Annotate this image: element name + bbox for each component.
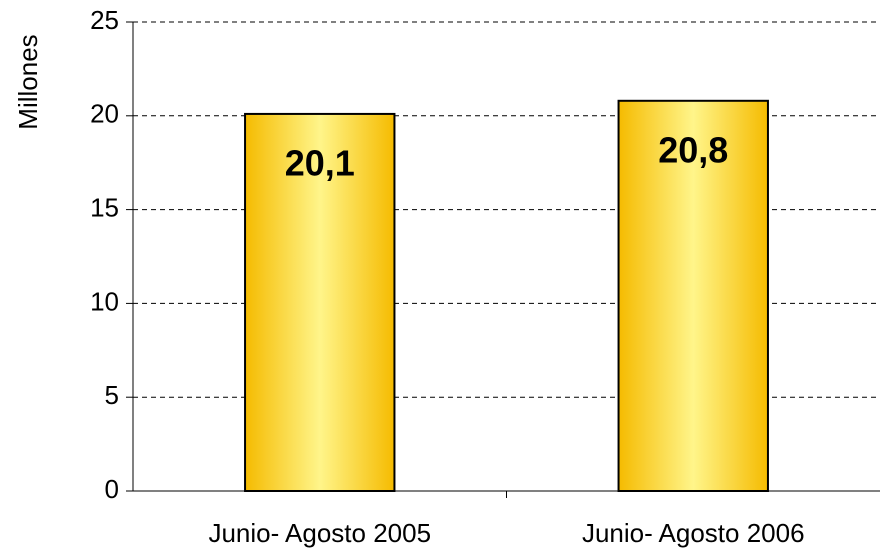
y-axis-label: Millones xyxy=(13,34,43,129)
x-tick-label: Junio- Agosto 2005 xyxy=(208,518,431,548)
bar xyxy=(617,99,769,493)
y-tick-label: 25 xyxy=(90,5,119,35)
y-tick-label: 15 xyxy=(90,192,119,222)
bar xyxy=(244,112,396,492)
x-tick-label: Junio- Agosto 2006 xyxy=(582,518,805,548)
y-tick-label: 20 xyxy=(90,99,119,129)
data-label: 20,1 xyxy=(285,142,355,183)
data-label: 20,8 xyxy=(658,129,728,170)
y-tick-label: 10 xyxy=(90,286,119,316)
y-tick-label: 0 xyxy=(105,474,119,504)
y-tick-label: 5 xyxy=(105,380,119,410)
